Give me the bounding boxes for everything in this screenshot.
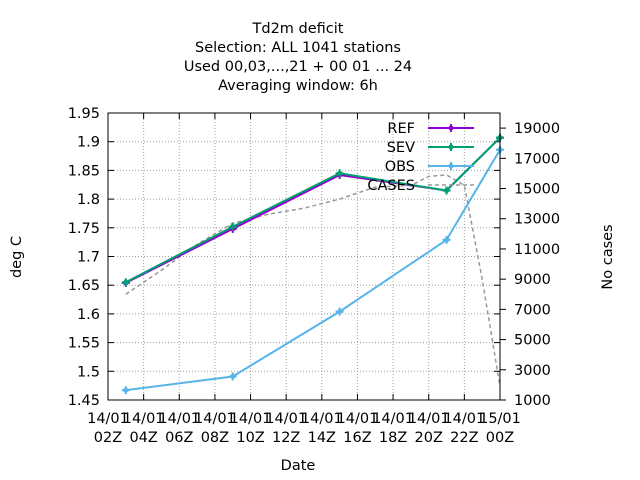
y-tick-label: 1.8 — [77, 192, 100, 208]
legend-label: CASES — [367, 178, 415, 194]
series-cases — [125, 174, 501, 387]
legend-entry-cases: CASES — [367, 178, 474, 194]
y2-axis-label: No cases — [600, 224, 616, 289]
series-marker — [442, 235, 451, 244]
y-axis-label: deg C — [9, 236, 25, 278]
y2-tick-label: 15000 — [514, 182, 560, 198]
y2-tick-label: 5000 — [514, 333, 551, 349]
x-tick-label-date: 14/01 — [123, 411, 165, 427]
y-tick-label: 1.7 — [77, 250, 100, 266]
series-line-cases — [125, 174, 501, 387]
series-sev — [121, 133, 504, 287]
y2-tick-label: 19000 — [514, 121, 560, 137]
series-marker — [447, 143, 455, 151]
legend-label: SEV — [387, 140, 415, 156]
x-tick-label-hour: 12Z — [272, 430, 300, 446]
x-tick-label-hour: 04Z — [129, 430, 157, 446]
x-tick-label-date: 14/01 — [87, 411, 129, 427]
x-tick-label-hour: 14Z — [308, 430, 336, 446]
series-marker — [121, 386, 130, 395]
x-tick-label-date: 14/01 — [301, 411, 343, 427]
legend-entry-obs: OBS — [385, 159, 474, 175]
x-tick-label-date: 14/01 — [408, 411, 450, 427]
y-tick-label: 1.6 — [77, 307, 100, 323]
series-layer — [121, 133, 504, 395]
x-tick-label-date: 14/01 — [158, 411, 200, 427]
series-line-sev — [125, 136, 501, 284]
x-axis-label: Date — [281, 458, 316, 474]
series-line-ref — [125, 136, 501, 284]
y2-tick-label: 13000 — [514, 212, 560, 228]
title-line: Averaging window: 6h — [218, 78, 378, 94]
y-tick-label: 1.9 — [77, 135, 100, 151]
y-tick-label: 1.85 — [68, 163, 100, 179]
title-line: Td2m deficit — [252, 21, 344, 37]
x-tick-label-date: 14/01 — [443, 411, 485, 427]
marker-dot — [337, 170, 343, 176]
y2-tick-label: 11000 — [514, 242, 560, 258]
title-line: Used 00,03,...,21 + 00 01 ... 24 — [184, 59, 412, 75]
series-marker — [442, 186, 451, 195]
y2-tick-label: 1000 — [514, 393, 551, 409]
y-tick-label: 1.95 — [68, 106, 100, 122]
x-tick-label-hour: 00Z — [486, 430, 514, 446]
x-tick-label-date: 14/01 — [265, 411, 307, 427]
y2-tick-label: 7000 — [514, 302, 551, 318]
x-tick-label-hour: 06Z — [165, 430, 193, 446]
x-axis: 14/0102Z14/0104Z14/0106Z14/0108Z14/0110Z… — [87, 113, 521, 446]
x-tick-label-date: 14/01 — [194, 411, 236, 427]
legend-entry-ref: REF — [387, 121, 474, 137]
x-tick-label-date: 14/01 — [230, 411, 272, 427]
legend: REF SEV OBS CASES — [367, 121, 474, 194]
legend-label: OBS — [385, 159, 415, 175]
y-tick-label: 1.5 — [77, 364, 100, 380]
series-marker — [335, 307, 344, 316]
marker-dot — [444, 187, 450, 193]
series-marker — [447, 162, 455, 170]
x-tick-label-date: 14/01 — [337, 411, 379, 427]
y2-tick-label: 9000 — [514, 272, 551, 288]
y-tick-label: 1.75 — [68, 221, 100, 237]
series-marker — [121, 278, 130, 287]
y-tick-label: 1.45 — [68, 393, 100, 409]
y-tick-label: 1.55 — [68, 336, 100, 352]
marker-dot — [230, 373, 236, 379]
title-line: Selection: ALL 1041 stations — [195, 40, 401, 56]
y-axis: 1.45 1.5 1.55 1.6 1.65 1.7 1.75 1.8 1.85 1.9 1.95 — [68, 106, 500, 409]
grid — [108, 113, 500, 400]
marker-dot — [123, 387, 129, 393]
legend-label: REF — [387, 121, 415, 137]
x-tick-label-hour: 18Z — [379, 430, 407, 446]
x-tick-label-date: 14/01 — [372, 411, 414, 427]
x-tick-label-hour: 22Z — [450, 430, 478, 446]
marker-dot — [448, 125, 454, 131]
series-marker — [228, 222, 237, 231]
series-marker — [228, 372, 237, 381]
y2-tick-label: 17000 — [514, 151, 560, 167]
marker-dot — [230, 224, 236, 230]
marker-dot — [123, 279, 129, 285]
x-tick-label-hour: 20Z — [415, 430, 443, 446]
marker-dot — [337, 309, 343, 315]
x-tick-label-hour: 02Z — [94, 430, 122, 446]
x-tick-label-hour: 10Z — [236, 430, 264, 446]
x-tick-label-hour: 16Z — [343, 430, 371, 446]
series-marker — [335, 169, 344, 178]
series-marker — [447, 124, 455, 132]
legend-entry-sev: SEV — [387, 140, 474, 156]
plot-frame — [107, 112, 501, 401]
y-tick-label: 1.65 — [68, 278, 100, 294]
x-tick-label-hour: 08Z — [201, 430, 229, 446]
marker-dot — [444, 237, 450, 243]
y2-tick-label: 3000 — [514, 363, 551, 379]
x-tick-label-date: 15/01 — [479, 411, 521, 427]
marker-dot — [448, 163, 454, 169]
y2-axis: 1000 3000 5000 7000 9000 11000 13000 15000 17000… — [500, 121, 560, 409]
chart-title: Td2m deficit Selection: ALL 1041 station… — [184, 21, 412, 94]
marker-dot — [448, 144, 454, 150]
